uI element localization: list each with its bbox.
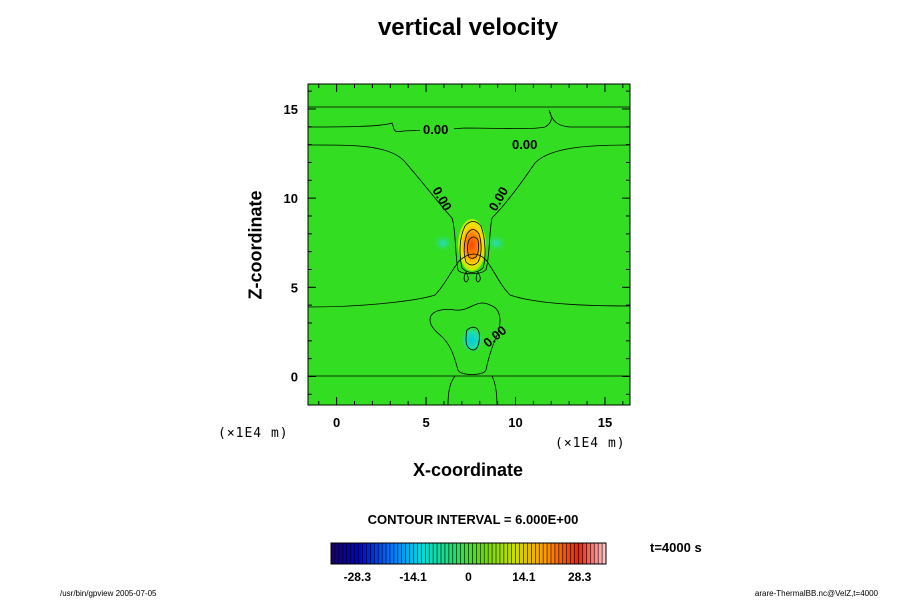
x-axis-label: X-coordinate: [412, 460, 524, 480]
y-tick-label: 10: [284, 191, 298, 206]
footer-right: arare-ThermalBB.nc@VelZ,t=4000: [754, 589, 878, 598]
chart-title: vertical velocity: [377, 14, 559, 41]
x-axis-unit: (×1E4 m): [555, 436, 626, 451]
colorbar-divisions: [334, 543, 603, 564]
colorbar-tick-label: -28.3: [344, 570, 372, 584]
colorbar-tick-label: -14.1: [399, 570, 427, 584]
updraft-maximum: [458, 219, 486, 271]
colorbar-tick-label: 28.3: [568, 570, 592, 584]
colorbar-tick-label: 0: [465, 570, 472, 584]
side-minimum-left: [431, 233, 455, 253]
x-tick-label: 15: [598, 415, 612, 430]
contour-label: 0.00: [423, 122, 448, 137]
x-tick-label: 10: [508, 415, 522, 430]
y-axis-ticks: 0 5 10 15: [284, 90, 630, 395]
y-tick-label: 0: [291, 369, 298, 384]
contour-lines: [308, 106, 630, 405]
contour-field: 0.00 0.00 0.00 0.00 0.00: [308, 84, 630, 405]
y-tick-label: 15: [284, 102, 298, 117]
x-tick-label: 0: [333, 415, 340, 430]
colorbar-ticks: -28.3 -14.1 0 14.1 28.3: [344, 570, 592, 584]
footer-left: /usr/bin/gpview 2005-07-05: [60, 589, 157, 598]
side-minimum-right: [484, 233, 508, 253]
y-axis-unit: (×1E4 m): [218, 426, 289, 441]
y-tick-label: 5: [291, 280, 298, 295]
contour-interval-label: CONTOUR INTERVAL = 6.000E+00: [367, 512, 579, 527]
plot-frame: [307, 83, 631, 406]
x-axis-ticks: 0 5 10 15: [318, 84, 624, 430]
x-tick-label: 5: [422, 415, 429, 430]
contour-label: 0.00: [512, 137, 537, 152]
colorbar-tick-label: 14.1: [512, 570, 536, 584]
time-label: t=4000 s: [650, 540, 702, 555]
